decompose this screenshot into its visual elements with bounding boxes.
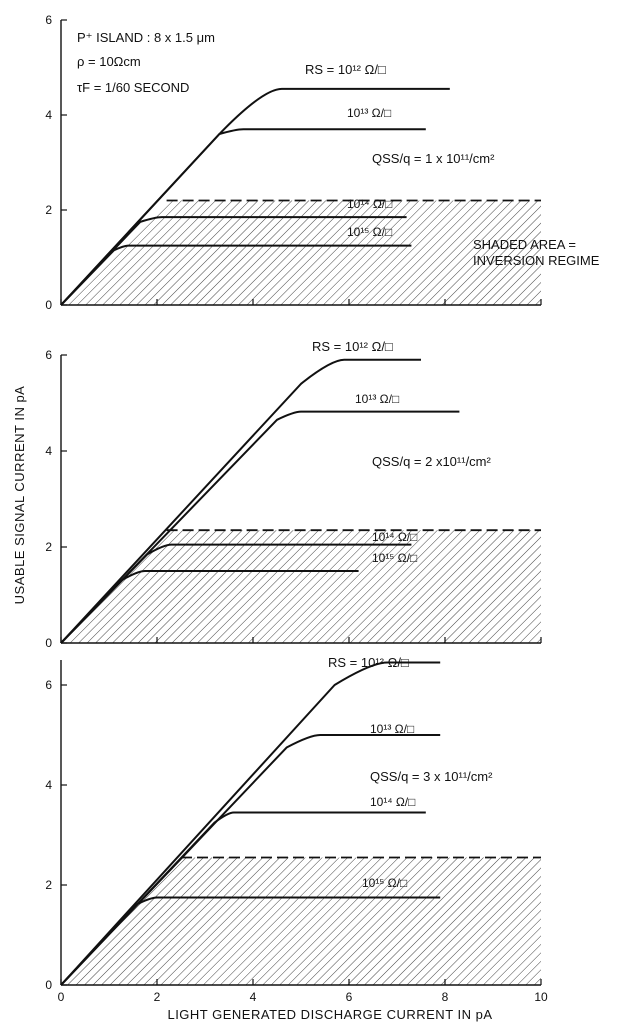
x-tick-label: 6: [346, 990, 353, 1004]
y-tick-label: 6: [45, 348, 52, 362]
curve-1e12: [60, 358, 421, 644]
series-label-1e15: 10¹⁵ Ω/□: [372, 551, 417, 565]
curve-1e13: [60, 128, 426, 306]
panel-bottom: 0 2 4 6 0 2 4 6 8 10 RS = 10¹² Ω/□ 10¹³ Ω/□ QSS/q…: [45, 655, 548, 1004]
x-tick-label: 2: [154, 990, 161, 1004]
series-label-1e12: RS = 10¹² Ω/□: [312, 339, 393, 354]
y-tick-label: 0: [45, 636, 52, 650]
curve-1e12: [60, 661, 441, 986]
series-label-1e15: 10¹⁵ Ω/□: [347, 225, 392, 239]
panel-top: 0 2 4 6 P⁺ ISLAND : 8 x 1.5 μm ρ = 10Ωcm τF…: [45, 13, 599, 312]
curve-1e13: [60, 734, 441, 986]
curve-1e15: [60, 896, 441, 986]
series-label-1e15: 10¹⁵ Ω/□: [362, 876, 407, 890]
curve-1e12: [60, 87, 450, 306]
y-tick-label: 0: [45, 298, 52, 312]
curve-1e14: [60, 543, 412, 644]
curve-1e14: [60, 216, 407, 306]
y-axis-title: USABLE SIGNAL CURRENT IN pA: [12, 386, 27, 605]
series-label-1e13: 10¹³ Ω/□: [355, 392, 399, 406]
inversion-shaded-region: [61, 857, 541, 985]
y-tick-label: 4: [45, 444, 52, 458]
series-label-1e13: 10¹³ Ω/□: [347, 106, 391, 120]
y-tick-label: 6: [45, 678, 52, 692]
y-tick-label: 6: [45, 13, 52, 27]
curve-1e14: [60, 811, 426, 986]
qss-label: QSS/q = 3 x 10¹¹/cm²: [370, 769, 493, 784]
curve-1e15: [60, 244, 412, 306]
x-tick-label: 4: [250, 990, 257, 1004]
x-tick-label: 0: [58, 990, 65, 1004]
inversion-shaded-region: [61, 200, 541, 305]
param-tau: τF = 1/60 SECOND: [77, 80, 189, 95]
y-tick-label: 2: [45, 540, 52, 554]
y-tick-label: 0: [45, 978, 52, 992]
series-label-1e14: 10¹⁴ Ω/□: [370, 795, 415, 809]
series-label-1e14: 10¹⁴ Ω/□: [347, 197, 392, 211]
qss-label: QSS/q = 2 x10¹¹/cm²: [372, 454, 492, 469]
x-axis-title: LIGHT GENERATED DISCHARGE CURRENT IN pA: [167, 1007, 492, 1022]
y-tick-label: 2: [45, 203, 52, 217]
qss-label: QSS/q = 1 x 10¹¹/cm²: [372, 151, 495, 166]
series-label-1e14: 10¹⁴ Ω/□: [372, 530, 417, 544]
curve-1e15: [60, 570, 359, 644]
curve-1e13: [60, 410, 460, 644]
x-tick-label: 8: [442, 990, 449, 1004]
shaded-area-label-line1: SHADED AREA =: [473, 237, 576, 252]
shaded-area-label-line2: INVERSION REGIME: [473, 253, 600, 268]
series-label-1e13: 10¹³ Ω/□: [370, 722, 414, 736]
param-island: P⁺ ISLAND : 8 x 1.5 μm: [77, 30, 215, 45]
x-tick-label: 10: [534, 990, 548, 1004]
series-label-1e12: RS = 10¹² Ω/□: [305, 62, 386, 77]
y-tick-label: 4: [45, 778, 52, 792]
param-rho: ρ = 10Ωcm: [77, 54, 141, 69]
series-label-1e12: RS = 10¹² Ω/□: [328, 655, 409, 670]
panel-middle: 0 2 4 6 RS = 10¹² Ω/□ 10¹³ Ω/□ QSS/q = 2 x1…: [45, 339, 542, 650]
y-tick-label: 4: [45, 108, 52, 122]
y-tick-label: 2: [45, 878, 52, 892]
inversion-shaded-region: [61, 530, 541, 643]
